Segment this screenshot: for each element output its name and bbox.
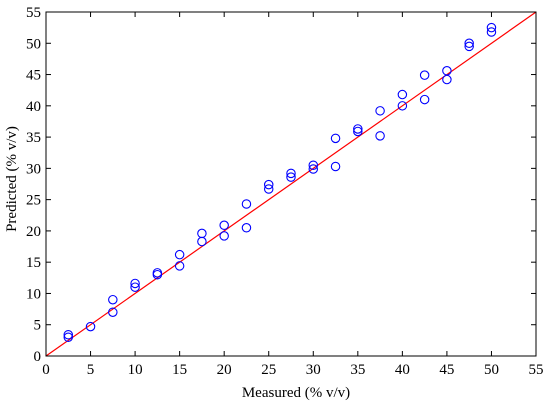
- data-point: [442, 74, 452, 85]
- x-tick-label: 10: [128, 362, 143, 378]
- data-point: [330, 161, 341, 172]
- y-tick-label: 50: [26, 36, 41, 52]
- y-tick-label: 45: [26, 68, 41, 84]
- data-point: [219, 231, 229, 241]
- data-point: [130, 278, 140, 289]
- plot-frame: [45, 11, 537, 357]
- data-point: [486, 27, 497, 37]
- data-point: [219, 220, 229, 231]
- data-point: [308, 164, 319, 174]
- x-tick-label: 50: [484, 362, 499, 378]
- data-point: [419, 70, 430, 80]
- data-point: [85, 321, 96, 332]
- data-point: [486, 22, 497, 33]
- x-tick-label: 55: [529, 362, 544, 378]
- plot-layer: [45, 11, 537, 357]
- x-tick-label: 40: [395, 362, 410, 378]
- data-point: [108, 294, 118, 305]
- data-point: [108, 307, 118, 317]
- data-point: [152, 269, 163, 280]
- x-tick-label: 20: [217, 362, 232, 378]
- data-point: [197, 236, 207, 247]
- data-point: [174, 249, 185, 260]
- data-point: [286, 172, 296, 182]
- data-point: [263, 184, 274, 194]
- data-point: [263, 179, 274, 190]
- reference-line: [45, 11, 537, 357]
- y-tick-label: 35: [26, 130, 41, 146]
- y-tick-label: 10: [26, 286, 41, 302]
- y-tick-label: 15: [26, 255, 41, 271]
- data-point: [397, 101, 408, 111]
- x-axis-label: Measured (% v/v): [242, 385, 350, 401]
- data-point: [241, 223, 252, 233]
- data-point: [308, 160, 319, 170]
- data-point: [375, 106, 385, 116]
- data-point: [419, 94, 430, 105]
- x-tick-label: 0: [42, 362, 50, 378]
- data-point: [63, 332, 74, 342]
- x-tick-label: 45: [439, 362, 454, 378]
- data-point: [375, 131, 385, 141]
- data-point: [63, 329, 74, 340]
- data-point: [330, 133, 341, 144]
- y-tick-label: 40: [26, 99, 41, 115]
- y-tick-label: 0: [34, 349, 42, 365]
- x-tick-label: 30: [306, 362, 321, 378]
- data-point: [286, 168, 296, 179]
- y-tick-label: 5: [34, 318, 42, 334]
- data-point: [464, 38, 474, 49]
- data-point: [353, 126, 363, 137]
- data-point: [241, 199, 252, 209]
- x-tick-label: 35: [350, 362, 365, 378]
- data-point: [464, 41, 474, 52]
- axis-layer: 0 5 10 15 20 25 30 35 40 45 50 55 0 5 10 15 20 25 30 35 40 45…: [26, 5, 544, 378]
- x-tick-label: 25: [261, 362, 276, 378]
- data-point: [397, 89, 408, 100]
- y-tick-label: 20: [26, 224, 41, 240]
- y-tick-label: 25: [26, 193, 41, 209]
- data-point: [174, 261, 185, 271]
- data-point: [130, 282, 140, 292]
- data-point: [353, 124, 363, 134]
- y-tick-label: 55: [26, 5, 41, 21]
- y-axis-label: Predicted (% v/v): [4, 126, 20, 232]
- y-tick-label: 30: [26, 161, 41, 177]
- x-tick-label: 5: [87, 362, 95, 378]
- x-tick-label: 15: [172, 362, 187, 378]
